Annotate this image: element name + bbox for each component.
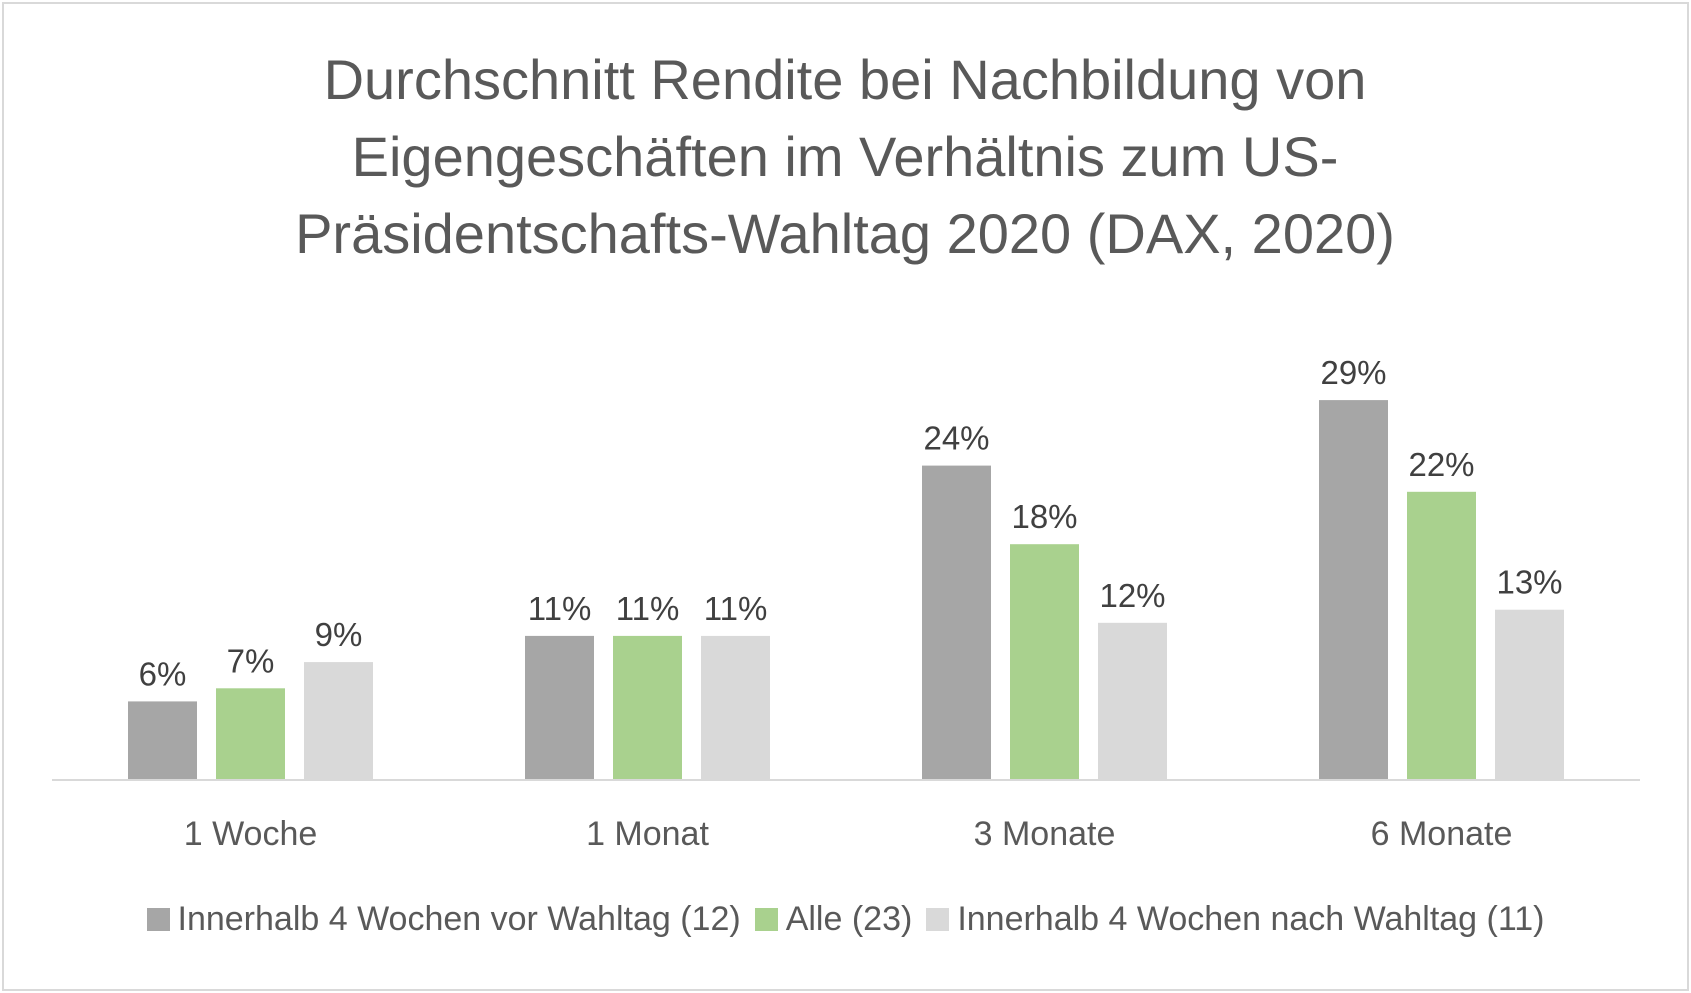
- legend-item: Innerhalb 4 Wochen nach Wahltag (11): [926, 900, 1544, 939]
- chart-title-line-1: Durchschnitt Rendite bei Nachbildung von: [323, 48, 1367, 111]
- bar-series-2-6-monate: [1407, 491, 1476, 780]
- data-label: 11%: [528, 590, 592, 627]
- data-label: 29%: [1320, 354, 1386, 391]
- legend-label: Innerhalb 4 Wochen nach Wahltag (11): [957, 900, 1545, 938]
- bar-series-3-1-monat: [701, 635, 770, 780]
- bar-series-3-3-monate: [1098, 622, 1167, 780]
- bar-series-2-3-monate: [1010, 544, 1079, 780]
- data-label: 11%: [704, 590, 768, 627]
- bar-series-2-1-woche: [216, 688, 285, 780]
- x-tick-label: 6 Monate: [1371, 815, 1513, 853]
- legend-item: Innerhalb 4 Wochen vor Wahltag (12): [146, 900, 741, 939]
- bar-series-2-1-monat: [613, 635, 682, 780]
- x-tick-label: 1 Woche: [184, 815, 318, 853]
- data-label: 22%: [1408, 446, 1474, 483]
- chart-title-line-3: Präsidentschafts-Wahltag 2020 (DAX, 2020…: [295, 202, 1395, 265]
- bar-series-1-1-monat: [525, 635, 594, 780]
- data-label: 7%: [227, 642, 275, 679]
- x-tick-label: 1 Monat: [586, 815, 709, 853]
- data-label: 11%: [616, 590, 680, 627]
- legend-item: Alle (23): [754, 900, 913, 939]
- data-label: 12%: [1099, 577, 1165, 614]
- bar-series-1-6-monate: [1319, 400, 1388, 780]
- data-label: 9%: [315, 616, 363, 653]
- bar-series-1-3-monate: [922, 465, 991, 780]
- data-label: 18%: [1011, 498, 1077, 535]
- bar-series-3-6-monate: [1495, 609, 1564, 780]
- chart-title-line-2: Eigengeschäften im Verhältnis zum US-: [351, 125, 1339, 188]
- data-label: 13%: [1496, 564, 1562, 601]
- legend-swatch: [146, 908, 170, 931]
- bar-series-3-1-woche: [304, 662, 373, 780]
- legend-label: Alle (23): [785, 900, 913, 938]
- legend-label: Innerhalb 4 Wochen vor Wahltag (12): [177, 900, 741, 938]
- data-label: 24%: [923, 420, 989, 457]
- x-tick-label: 3 Monate: [974, 815, 1116, 853]
- bar-series-1-1-woche: [128, 701, 197, 780]
- legend-swatch: [754, 908, 778, 931]
- legend-swatch: [926, 908, 950, 931]
- legend: Innerhalb 4 Wochen vor Wahltag (12) Alle …: [0, 900, 1691, 939]
- data-label: 6%: [139, 655, 187, 692]
